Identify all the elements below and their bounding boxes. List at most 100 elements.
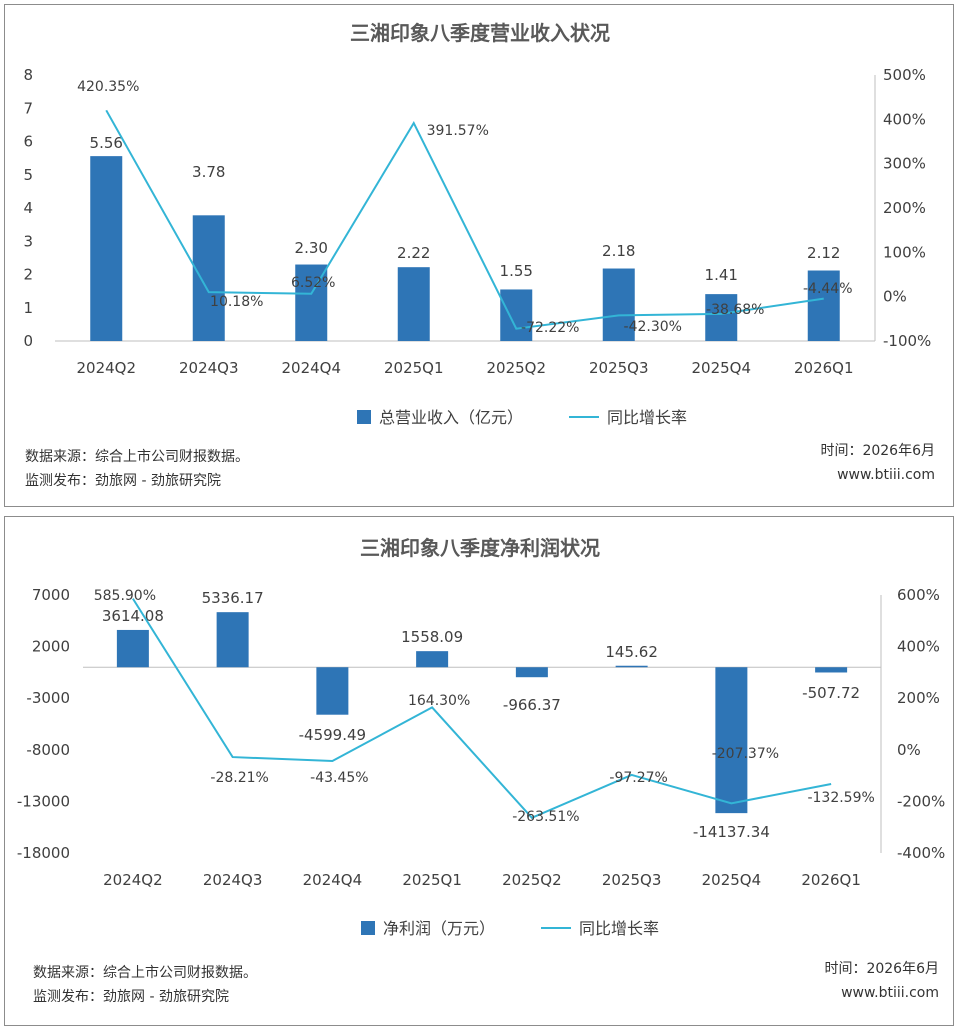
profit-footer-right: 时间：2026年6月 www.btiii.com — [824, 957, 939, 1005]
website-text: www.btiii.com — [841, 985, 939, 1001]
legend-bar-swatch — [361, 921, 375, 935]
bar-value-label: 2.22 — [397, 244, 430, 262]
y-axis-tick-label: -8000 — [26, 741, 70, 759]
x-axis-category-label: 2025Q2 — [486, 359, 546, 377]
bar-value-label: 5336.17 — [202, 589, 264, 607]
bar-value-label: -966.37 — [503, 696, 561, 714]
bar — [807, 270, 840, 341]
y-axis-tick-label: -18000 — [17, 844, 70, 862]
y2-axis-tick-label: 300% — [883, 155, 926, 173]
revenue-chart: 三湘印象八季度营业收入状况 0 1 2 3 4 5 6 7 8 -100% 0% 100% 200% 300… — [23, 21, 931, 427]
growth-rate-label: -4.44% — [803, 281, 853, 297]
publisher-text: 监测发布：劲旅网 - 劲旅研究院 — [33, 989, 229, 1005]
bar — [192, 215, 225, 341]
y-axis-tick-label: 0 — [23, 332, 33, 350]
chart-title: 三湘印象八季度净利润状况 — [360, 536, 600, 560]
profit-chart: 三湘印象八季度净利润状况 -18000 -13000 -8000 -3000 2000 70… — [17, 536, 945, 938]
x-axis-category-label: 2025Q4 — [691, 359, 751, 377]
y2-axis-tick-label: 0% — [883, 288, 907, 306]
x-axis-category-label: 2025Q3 — [602, 871, 662, 889]
y2-axis-tick-label: -200% — [897, 792, 945, 810]
bar-value-label: 1.41 — [705, 266, 738, 284]
y2-axis-tick-label: 600% — [897, 586, 940, 604]
y2-axis-tick-label: 400% — [883, 110, 926, 128]
x-axis-category-label: 2024Q3 — [203, 871, 263, 889]
growth-rate-label: -38.68% — [706, 302, 764, 318]
x-axis-category-label: 2026Q1 — [794, 359, 854, 377]
legend-line-label: 同比增长率 — [579, 919, 659, 938]
bar — [216, 612, 249, 668]
growth-rate-label: -72.22% — [521, 320, 579, 336]
x-axis-category-label: 2024Q4 — [281, 359, 341, 377]
bar-value-label: 3.78 — [192, 163, 225, 181]
growth-rate-line — [105, 109, 824, 330]
y2-axis-tick-label: 200% — [883, 199, 926, 217]
growth-rate-label: -263.51% — [512, 809, 579, 825]
y-axis-tick-label: -3000 — [26, 689, 70, 707]
bar-value-label: 2.12 — [807, 244, 840, 262]
growth-rate-line — [132, 598, 832, 819]
y2-axis-tick-label: 0% — [897, 741, 921, 759]
profit-chart-panel: 三湘印象八季度净利润状况 -18000 -13000 -8000 -3000 2000 70… — [4, 516, 954, 1026]
bar — [397, 267, 430, 341]
y2-axis-tick-label: -100% — [883, 332, 931, 350]
website-text: www.btiii.com — [837, 467, 935, 483]
bar — [416, 651, 449, 668]
bar — [815, 667, 848, 673]
bar — [715, 667, 748, 814]
y2-axis-tick-label: 100% — [883, 243, 926, 261]
x-axis-category-label: 2026Q1 — [801, 871, 861, 889]
legend-bar-swatch — [357, 410, 371, 424]
y2-axis-tick-label: 500% — [883, 66, 926, 84]
profit-footer-left: 数据来源：综合上市公司财报数据。 监测发布：劲旅网 - 劲旅研究院 — [33, 961, 257, 1009]
bar-value-label: -14137.34 — [693, 823, 770, 841]
x-axis-category-label: 2025Q1 — [402, 871, 462, 889]
bar — [316, 667, 349, 715]
y2-axis-tick-label: -400% — [897, 844, 945, 862]
growth-rate-label: 164.30% — [408, 693, 470, 709]
legend-bar-label: 净利润（万元） — [383, 919, 495, 938]
growth-rate-label: -207.37% — [712, 746, 779, 762]
growth-rate-label: 391.57% — [427, 123, 489, 139]
x-axis-category-label: 2024Q4 — [303, 871, 363, 889]
bar-value-label: -4599.49 — [299, 726, 366, 744]
x-axis-category-label: 2025Q2 — [502, 871, 562, 889]
y-axis-tick-label: 4 — [23, 199, 33, 217]
y2-axis-tick-label: 400% — [897, 638, 940, 656]
chart-title: 三湘印象八季度营业收入状况 — [350, 21, 610, 45]
x-axis-category-label: 2025Q3 — [589, 359, 649, 377]
y-axis-tick-label: 7 — [23, 99, 33, 117]
y2-axis-tick-label: 200% — [897, 689, 940, 707]
y-axis-tick-label: 6 — [23, 133, 33, 151]
x-axis-category-label: 2024Q2 — [103, 871, 163, 889]
bar-value-label: 2.18 — [602, 242, 635, 260]
y-axis-tick-label: 1 — [23, 299, 33, 317]
y-axis-tick-label: 7000 — [32, 586, 70, 604]
y-axis-tick-label: 2000 — [32, 638, 70, 656]
bar — [615, 665, 648, 668]
growth-rate-label: -43.45% — [310, 770, 368, 786]
bar-value-label: 5.56 — [90, 134, 123, 152]
revenue-footer-left: 数据来源：综合上市公司财报数据。 监测发布：劲旅网 - 劲旅研究院 — [25, 445, 249, 493]
bar-value-label: 145.62 — [605, 643, 658, 661]
x-axis-category-label: 2025Q4 — [702, 871, 762, 889]
legend-line-label: 同比增长率 — [607, 408, 687, 427]
revenue-footer-right: 时间：2026年6月 www.btiii.com — [820, 439, 935, 487]
bar — [602, 268, 635, 341]
bar — [705, 294, 738, 341]
bar — [116, 629, 149, 668]
data-source-text: 数据来源：综合上市公司财报数据。 — [25, 449, 249, 465]
bar — [90, 156, 123, 341]
growth-rate-label: -132.59% — [807, 790, 874, 806]
growth-rate-label: -42.30% — [624, 319, 682, 335]
bar-value-label: 1.55 — [500, 262, 533, 280]
bar-value-label: 2.30 — [295, 239, 328, 257]
y-axis-tick-label: 3 — [23, 232, 33, 250]
growth-rate-label: 6.52% — [291, 275, 335, 291]
bar-value-label: 1558.09 — [401, 628, 463, 646]
bar-value-label: -507.72 — [802, 684, 860, 702]
publish-time-text: 时间：2026年6月 — [820, 443, 935, 459]
y-axis-tick-label: 2 — [23, 266, 33, 284]
x-axis-category-label: 2025Q1 — [384, 359, 444, 377]
publisher-text: 监测发布：劲旅网 - 劲旅研究院 — [25, 473, 221, 489]
